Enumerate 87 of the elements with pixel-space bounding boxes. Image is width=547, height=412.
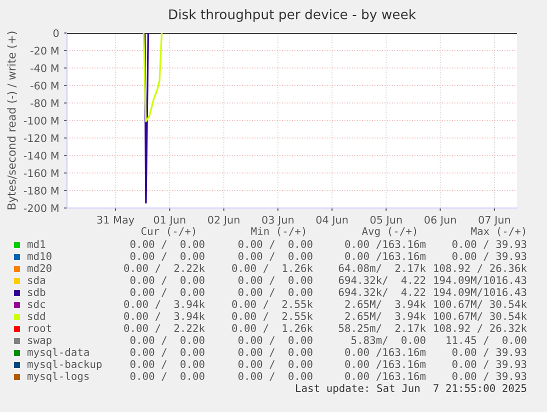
text: 100.67M/ 30.54k [434,300,527,309]
text: 0.00 / 39.93 [452,372,526,381]
text: 0.00 / 0.00 [238,240,312,249]
text: Avg (-/+) [362,226,416,238]
x-tick-label: 06 Jun [424,216,456,226]
text: 11.45 / 0.00 [446,336,526,345]
legend-label: sdc [28,300,45,308]
text: 0.00 / 0.00 [130,252,204,261]
text: 108.92 / 26.36k [434,264,527,273]
y-tick-label: -140 M [24,152,58,160]
text: 0.00 / 39.93 [452,348,526,357]
text: 100.67M/ 30.54k [434,312,527,321]
y-tick-label: -80 M [30,99,58,108]
text: 0.00 / 39.93 [452,240,526,249]
text: 0.00 / 0.00 [238,360,312,369]
legend-label: root [28,324,52,332]
x-tick-label: 05 Jun [370,216,402,226]
legend-label: mysql-backup [28,360,102,370]
x-tick-label: 04 Jun [316,216,348,226]
legend-label: sda [28,276,45,284]
legend-label: mysql-logs [28,372,89,382]
text: 5.83m/ 0.00 [351,336,426,345]
text: Last update: Sat Jun 7 21:55:00 2025 [296,384,526,394]
text: 0.00 /163.16m [345,372,426,381]
text: 0.00 / 0.00 [238,372,312,381]
text: 0.00 / 1.26k [232,264,313,273]
legend-label: md20 [28,264,52,272]
legend-label: mysql-data [28,348,89,358]
text: 0.00 / 0.00 [130,360,204,369]
chart-title: Disk throughput per device - by week [169,9,416,22]
text: Max (-/+) [471,227,526,236]
text: 0.00 /163.16m [345,240,426,249]
x-tick-label: 01 Jun [154,216,186,226]
y-tick-label: -40 M [30,64,58,72]
text: 0.00 /163.16m [345,348,426,357]
text: 0.00 / 2.55k [232,312,313,321]
legend-label: sdd [28,312,45,320]
text: Cur (-/+) [141,227,196,236]
text: 0.00 / 0.00 [130,288,204,297]
y-tick-label: -200 M [24,204,58,212]
y-tick-label: -160 M [24,169,58,178]
text: 0.00 / 0.00 [238,288,312,297]
text: 0.00 / 2.55k [232,300,313,309]
text: 0.00 / 0.00 [130,372,204,381]
text: 194.09M/1016.43 [434,276,526,285]
y-axis-title: Bytes/second read (-) / write (+) [7,32,18,210]
y-tick-label: -20 M [30,46,58,55]
text: 0.00 / 0.00 [238,336,312,345]
text: 0.00 /163.16m [345,252,426,261]
text: 0.00 / 39.93 [452,360,526,369]
text: Min (-/+) [251,226,306,236]
text: 64.08m/ 2.17k [338,264,426,273]
text: 694.32k/ 4.22 [338,288,426,297]
text: 0.00 / 3.94k [124,312,205,321]
text: 0.00 / 2.22k [124,324,205,333]
legend-label: swap [28,338,52,346]
line-series [142,33,163,122]
text: 0.00 /163.16m [345,360,426,369]
y-tick-label: -180 M [24,186,58,195]
text: 2.65M/ 3.94k [345,312,426,321]
text: 0.00 / 0.00 [130,336,204,345]
x-tick-label: 03 Jun [262,216,294,226]
text: 194.09M/1016.43 [434,288,526,297]
x-tick-label: 02 Jun [208,216,240,226]
legend-label: md1 [28,240,46,248]
text: 0.00 / 0.00 [238,348,312,357]
text: 0.00 / 0.00 [130,240,204,249]
text: 58.25m/ 2.17k [338,324,426,333]
y-tick-label: -100 M [24,116,58,125]
text: 0.00 / 0.00 [130,276,204,285]
text: 0.00 / 3.94k [124,300,205,309]
y-tick-label: -120 M [24,134,58,142]
text: 0.00 / 0.00 [238,276,312,285]
text: 108.92 / 26.32k [434,324,527,333]
text: 0.00 / 2.22k [124,264,205,273]
legend-label: md10 [28,252,52,260]
text: 0.00 / 39.93 [452,252,526,261]
y-tick-label: -60 M [30,82,58,90]
text: 694.32k/ 4.22 [338,276,426,285]
text: 0.00 / 0.00 [238,252,312,261]
x-tick-label: 31 May [97,216,134,226]
text: 0.00 / 1.26k [232,324,313,333]
text: 2.65M/ 3.94k [345,300,426,309]
text: 0.00 / 0.00 [130,348,204,357]
legend-label: sdb [28,288,46,296]
y-tick-label: 0 [53,29,59,38]
x-tick-label: 07 Jun [478,216,510,226]
